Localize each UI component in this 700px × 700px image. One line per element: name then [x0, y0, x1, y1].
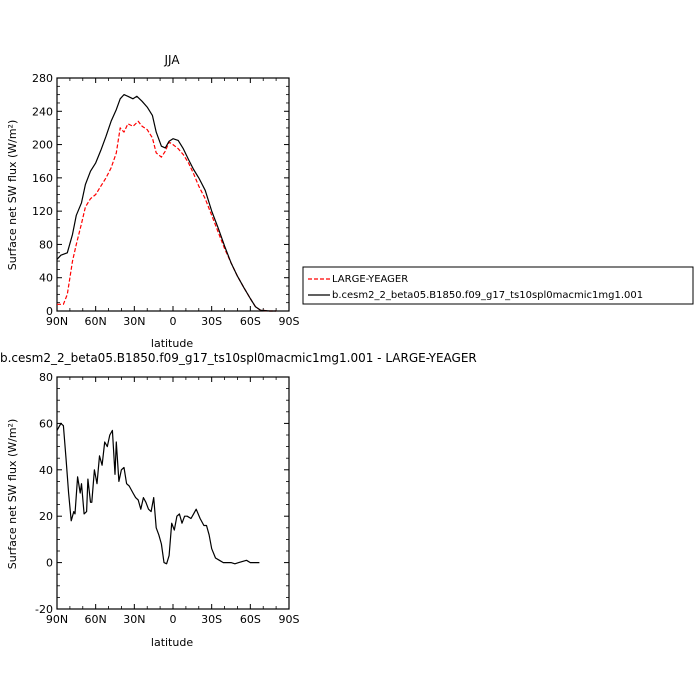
bottom-y-tick-label: 40	[39, 464, 53, 477]
top-x-tick-label: 0	[170, 315, 177, 328]
bottom-x-tick-label: 30N	[123, 613, 145, 626]
bottom-x-tick-label: 60N	[85, 613, 107, 626]
bottom-y-tick-label: 20	[39, 510, 53, 523]
bottom-y-tick-label: -20	[35, 603, 53, 616]
bottom-x-tick-label: 30S	[201, 613, 222, 626]
bottom-x-tick-label: 90N	[46, 613, 68, 626]
legend: LARGE-YEAGER b.cesm2_2_beta05.B1850.f09_…	[302, 266, 694, 305]
top-y-tick-label: 0	[46, 305, 53, 318]
bottom-y-tick-label: 0	[46, 557, 53, 570]
top-chart-title: JJA	[163, 53, 180, 67]
legend-label-cesm: b.cesm2_2_beta05.B1850.f09_g17_ts10spl0m…	[332, 290, 643, 301]
top-x-tick-label: 60S	[240, 315, 261, 328]
top-x-tick-label: 30S	[201, 315, 222, 328]
bottom-y-tick-label: 80	[39, 371, 53, 384]
top-y-tick-label: 40	[39, 272, 53, 285]
top-series-line-0	[57, 120, 277, 312]
legend-box	[302, 266, 694, 305]
legend-label-large-yeager: LARGE-YEAGER	[332, 274, 408, 285]
bottom-series-line-0	[56, 422, 260, 565]
bottom-chart-title: b.cesm2_2_beta05.B1850.f09_g17_ts10spl0m…	[0, 351, 477, 365]
bottom-plot-frame	[56, 376, 290, 610]
top-y-tick-label: 200	[32, 139, 53, 152]
top-y-tick-label: 160	[32, 172, 53, 185]
top-x-tick-label: 30N	[123, 315, 145, 328]
top-plot-frame	[56, 77, 290, 312]
top-chart-xlabel: latitude	[151, 337, 193, 350]
top-y-tick-label: 120	[32, 205, 53, 218]
bottom-x-tick-label: 60S	[240, 613, 261, 626]
top-chart-ylabel: Surface net SW flux (W/m²)	[6, 120, 19, 271]
bottom-chart: b.cesm2_2_beta05.B1850.f09_g17_ts10spl0m…	[0, 351, 477, 649]
top-series-line-1	[56, 94, 277, 312]
top-x-tick-label: 60N	[85, 315, 107, 328]
bottom-chart-ylabel: Surface net SW flux (W/m²)	[6, 419, 19, 570]
bottom-chart-xlabel: latitude	[151, 636, 193, 649]
top-x-tick-label: 90N	[46, 315, 68, 328]
top-x-tick-label: 90S	[279, 315, 300, 328]
top-y-tick-label: 240	[32, 105, 53, 118]
bottom-x-tick-label: 90S	[279, 613, 300, 626]
bottom-x-tick-label: 0	[170, 613, 177, 626]
top-y-tick-label: 280	[32, 72, 53, 85]
bottom-y-tick-label: 60	[39, 417, 53, 430]
top-y-tick-label: 80	[39, 238, 53, 251]
top-chart: JJA latitude Surface net SW flux (W/m²) …	[6, 53, 300, 350]
